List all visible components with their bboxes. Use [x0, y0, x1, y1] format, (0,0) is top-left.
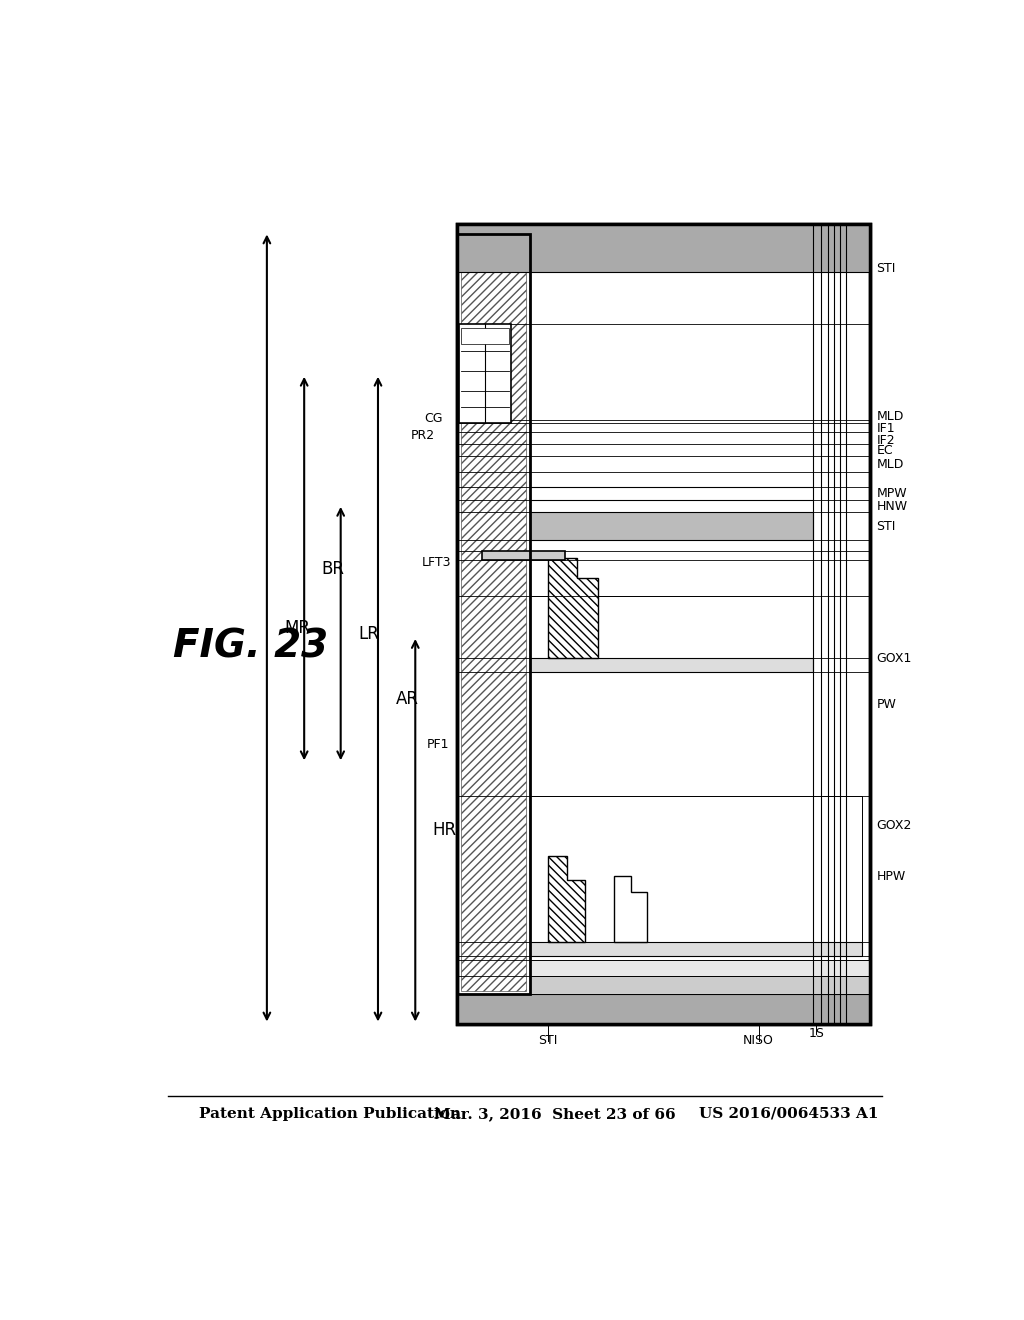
Text: MLD: MLD [877, 458, 904, 471]
Bar [458, 224, 870, 272]
Polygon shape [614, 876, 647, 942]
Bar [529, 977, 870, 994]
Bar [529, 942, 862, 957]
Text: STI: STI [539, 1034, 558, 1047]
Text: PF1: PF1 [427, 738, 450, 751]
Text: IF1: IF1 [877, 422, 895, 436]
Text: MPW: MPW [877, 487, 907, 500]
Bar [458, 994, 870, 1024]
Bar [529, 512, 813, 540]
Text: LFT3: LFT3 [422, 556, 451, 569]
Text: Patent Application Publication: Patent Application Publication [200, 1106, 462, 1121]
Text: FIG. 23: FIG. 23 [173, 627, 329, 665]
Text: PR2: PR2 [411, 429, 435, 442]
Text: HR: HR [433, 821, 457, 840]
Bar [458, 224, 870, 1024]
Bar [462, 329, 509, 345]
Text: CG: CG [425, 412, 443, 425]
Bar [529, 597, 813, 657]
Polygon shape [548, 857, 586, 942]
Text: STI: STI [877, 520, 896, 533]
Text: EC: EC [877, 445, 893, 457]
Text: IF2: IF2 [877, 434, 895, 447]
Text: LR: LR [358, 624, 379, 643]
Text: MR: MR [285, 619, 310, 638]
Text: HPW: HPW [877, 870, 905, 883]
Text: AR: AR [395, 690, 419, 708]
Bar [458, 234, 529, 994]
Bar [529, 961, 870, 977]
Bar [460, 325, 511, 422]
Text: GOX1: GOX1 [877, 652, 911, 665]
Text: Mar. 3, 2016  Sheet 23 of 66: Mar. 3, 2016 Sheet 23 of 66 [433, 1106, 675, 1121]
Bar [461, 236, 526, 991]
Bar [529, 657, 813, 672]
Bar [482, 550, 564, 561]
Text: HNW: HNW [877, 499, 907, 512]
Text: NISO: NISO [743, 1034, 774, 1047]
Bar [458, 224, 870, 1024]
Text: BR: BR [322, 560, 345, 578]
Polygon shape [548, 558, 598, 657]
Text: GOX2: GOX2 [877, 820, 911, 833]
Text: US 2016/0064533 A1: US 2016/0064533 A1 [699, 1106, 879, 1121]
Bar [529, 796, 862, 942]
Text: 1S: 1S [808, 1027, 824, 1040]
Text: STI: STI [877, 261, 896, 275]
Text: PW: PW [877, 698, 896, 711]
Text: MLD: MLD [877, 411, 904, 422]
